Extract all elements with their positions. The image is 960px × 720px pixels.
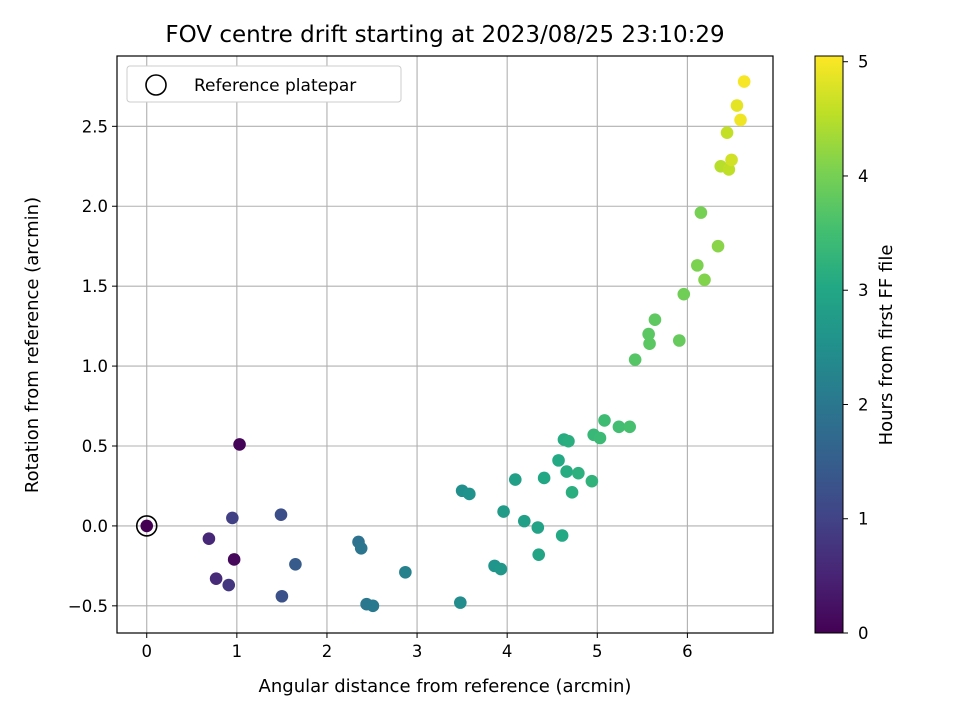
- x-tick-label: 5: [592, 642, 603, 661]
- legend-marker-icon: [145, 74, 167, 96]
- colorbar-tick-label: 2: [858, 395, 869, 414]
- data-point: [517, 514, 531, 528]
- x-tick-label: 3: [412, 642, 423, 661]
- data-point: [643, 337, 656, 351]
- data-point: [720, 126, 734, 140]
- x-axis-ticks: 0 1 2 3 4 5 6: [141, 633, 693, 661]
- data-point: [737, 75, 751, 88]
- data-point: [694, 206, 708, 219]
- data-point: [226, 511, 239, 525]
- reference-point: [140, 519, 154, 533]
- data-point: [722, 163, 736, 176]
- colorbar-tick-label: 5: [858, 53, 869, 72]
- data-point: [209, 572, 223, 585]
- data-point: [531, 521, 545, 534]
- data-point: [274, 508, 288, 522]
- y-tick-label: −0.5: [68, 597, 108, 616]
- data-point: [734, 113, 747, 127]
- y-axis-ticks: −0.5 0.0 0.5 1.0 1.5 2.0 2.5: [68, 117, 117, 616]
- colorbar-tick-label: 0: [858, 624, 869, 643]
- data-point: [612, 420, 626, 434]
- data-point: [672, 334, 686, 347]
- y-tick-label: 1.5: [82, 277, 108, 296]
- data-point: [648, 313, 662, 327]
- data-point: [572, 466, 585, 480]
- data-point: [642, 327, 655, 341]
- data-point: [289, 557, 302, 571]
- x-tick-label: 4: [502, 642, 513, 661]
- colorbar-tick-label: 1: [858, 510, 869, 529]
- reference-ring: [135, 515, 158, 537]
- data-point: [628, 353, 642, 366]
- data-point: [454, 596, 467, 609]
- legend: Reference platepar: [126, 65, 402, 103]
- data-point: [494, 562, 508, 576]
- data-point: [555, 529, 569, 542]
- y-tick-label: 1.0: [82, 357, 108, 376]
- y-tick-label: 2.5: [82, 117, 108, 136]
- data-point: [399, 565, 412, 579]
- data-point: [593, 431, 607, 445]
- data-point: [691, 259, 704, 272]
- legend-label: Reference platepar: [194, 76, 356, 96]
- data-point: [698, 273, 711, 287]
- data-point: [730, 99, 744, 112]
- data-point: [552, 454, 565, 467]
- grid-lines: [117, 56, 773, 633]
- data-point: [463, 487, 476, 501]
- x-tick-label: 0: [141, 642, 152, 661]
- x-tick-label: 2: [322, 642, 333, 661]
- data-points: [202, 75, 751, 613]
- colorbar: [814, 55, 844, 634]
- colorbar-tick-label: 3: [858, 281, 869, 300]
- data-point: [497, 505, 510, 518]
- x-axis-label: Angular distance from reference (arcmin): [259, 676, 632, 697]
- data-point: [565, 486, 579, 499]
- chart-title: FOV centre drift starting at 2023/08/25 …: [165, 22, 724, 48]
- data-point: [366, 599, 380, 613]
- colorbar-tick-label: 4: [858, 167, 869, 186]
- data-point: [508, 473, 522, 486]
- reference-marker: [135, 515, 158, 537]
- x-tick-label: 6: [682, 642, 693, 661]
- y-tick-label: 0.0: [82, 517, 108, 536]
- data-point: [562, 434, 575, 448]
- data-point: [560, 465, 573, 478]
- data-point: [233, 438, 246, 451]
- y-tick-label: 2.0: [82, 197, 108, 216]
- data-point: [585, 474, 599, 488]
- data-point: [275, 589, 289, 603]
- data-point: [354, 541, 368, 555]
- data-point: [227, 553, 241, 566]
- data-point: [202, 532, 216, 545]
- data-point: [711, 239, 725, 253]
- data-point: [623, 420, 637, 434]
- data-point: [677, 287, 691, 301]
- data-point: [537, 471, 551, 485]
- y-tick-label: 0.5: [82, 437, 108, 456]
- legend-box: [126, 65, 402, 103]
- colorbar-ticks: 0 1 2 3 4 5: [843, 53, 869, 643]
- data-point: [222, 578, 236, 592]
- x-tick-label: 1: [232, 642, 243, 661]
- y-axis-label: Rotation from reference (arcmin): [22, 197, 43, 493]
- data-point: [725, 153, 738, 167]
- data-point: [532, 548, 546, 561]
- colorbar-label: Hours from first FF file: [876, 245, 897, 446]
- data-point: [598, 414, 611, 427]
- plot-frame: [116, 55, 774, 634]
